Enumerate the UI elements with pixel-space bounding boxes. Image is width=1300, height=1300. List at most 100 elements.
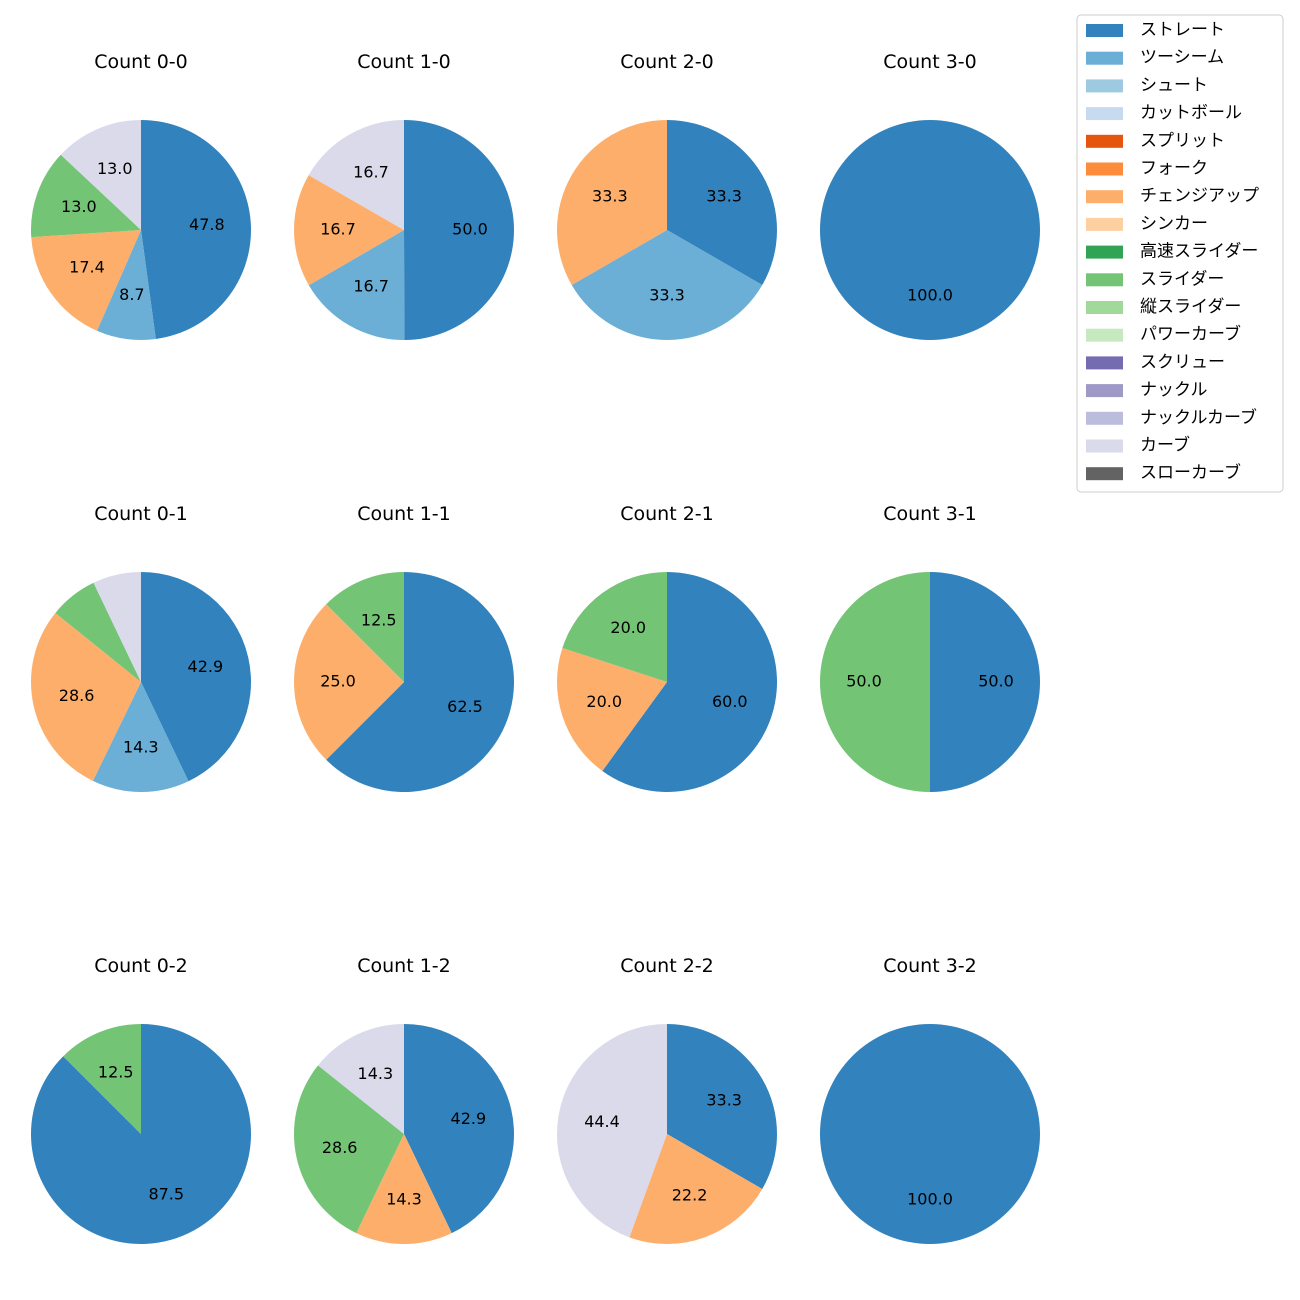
legend-swatch bbox=[1086, 245, 1123, 259]
legend-label: ストレート bbox=[1140, 20, 1225, 40]
pie-slice bbox=[557, 1024, 667, 1238]
pie-chart: Count 2-2 33.3 22.2 44.4 bbox=[557, 955, 777, 1244]
legend-swatch bbox=[1086, 439, 1123, 453]
pie-slice bbox=[31, 230, 142, 331]
pie-slice-label: 87.5 bbox=[148, 1184, 184, 1203]
legend-swatch bbox=[1086, 162, 1123, 176]
legend-swatch bbox=[1086, 134, 1123, 148]
pie-title: Count 0-2 bbox=[94, 955, 188, 977]
legend-label: ツーシーム bbox=[1140, 48, 1224, 68]
legend-swatch bbox=[1086, 411, 1123, 425]
pie-slice bbox=[930, 572, 1040, 792]
legend-swatch bbox=[1086, 107, 1123, 121]
pie-slice-label: 47.8 bbox=[189, 215, 225, 234]
pie-title: Count 3-2 bbox=[883, 955, 977, 977]
legend-swatch bbox=[1086, 384, 1123, 398]
pie-slice bbox=[92, 682, 189, 792]
pie-slice-label: 13.0 bbox=[97, 159, 133, 178]
pie-title: Count 0-1 bbox=[94, 503, 188, 525]
pie-chart: Count 0-2 87.5 12.5 bbox=[31, 955, 252, 1244]
pie-slice-label: 16.7 bbox=[353, 162, 389, 181]
pie-slice bbox=[326, 572, 404, 682]
pie-chart: Count 3-0 100.0 bbox=[820, 51, 1040, 340]
legend-swatch bbox=[1086, 301, 1123, 314]
pie-slice-label: 14.3 bbox=[386, 1190, 422, 1209]
legend-swatch bbox=[1086, 273, 1123, 287]
pie-slice bbox=[557, 648, 667, 771]
pie-slice-label: 14.3 bbox=[123, 737, 159, 756]
pie-slice bbox=[629, 1134, 763, 1244]
pie-slice bbox=[96, 230, 156, 340]
pie-slice bbox=[667, 120, 777, 285]
pie-slice-label: 20.0 bbox=[586, 692, 622, 711]
pie-slice-label: 100.0 bbox=[907, 286, 953, 305]
pie-title: Count 2-1 bbox=[620, 503, 714, 525]
pie-slice bbox=[356, 1134, 452, 1244]
legend-label: シュート bbox=[1140, 75, 1208, 95]
pie-slice bbox=[562, 572, 667, 682]
pie-chart: Count 1-2 42.9 14.3 28.6 14.3 bbox=[294, 955, 514, 1244]
pie-title: Count 1-1 bbox=[357, 503, 451, 525]
pie-title: Count 2-2 bbox=[620, 955, 714, 977]
pie-slice-label: 25.0 bbox=[320, 672, 356, 691]
legend-label: パワーカーブ bbox=[1140, 324, 1241, 345]
pie-slice-label: 100.0 bbox=[907, 1190, 953, 1209]
legend-swatch bbox=[1086, 467, 1123, 481]
legend-label: スライダー bbox=[1140, 269, 1224, 289]
pie-slice-label: 28.6 bbox=[322, 1138, 358, 1157]
pie-slice bbox=[820, 1024, 1040, 1244]
pie-chart: Count 3-1 50.0 50.0 bbox=[820, 503, 1040, 792]
pie-slice-label: 60.0 bbox=[712, 692, 748, 711]
legend-label: スプリット bbox=[1140, 131, 1225, 151]
legend-label: シンカー bbox=[1140, 214, 1208, 234]
pie-slice-label: 33.3 bbox=[649, 286, 685, 305]
legend: ストレートツーシームシュートカットボールスプリットフォークチェンジアップシンカー… bbox=[1076, 14, 1284, 493]
pie-slice-label: 28.6 bbox=[59, 686, 95, 705]
pie-slice bbox=[294, 604, 404, 760]
pie-title: Count 1-2 bbox=[357, 955, 451, 977]
pie-slice-label: 33.3 bbox=[592, 187, 628, 206]
pie-slice bbox=[308, 120, 404, 230]
legend-label: カットボール bbox=[1140, 103, 1242, 123]
legend-label: スローカーブ bbox=[1140, 462, 1241, 483]
pie-slice bbox=[820, 120, 1040, 340]
legend-swatch bbox=[1086, 328, 1123, 342]
legend-label: フォーク bbox=[1140, 159, 1208, 179]
legend-label: 縦スライダー bbox=[1140, 297, 1241, 317]
pie-chart: Count 1-1 62.5 25.0 12.5 bbox=[294, 503, 514, 792]
pie-slice bbox=[317, 1024, 404, 1134]
pie-title: Count 2-0 bbox=[620, 51, 714, 73]
pie-chart: Count 2-1 60.0 20.0 20.0 bbox=[557, 503, 777, 793]
pie-slice bbox=[60, 120, 142, 230]
legend-frame bbox=[1076, 14, 1284, 493]
pie-slice-label: 62.5 bbox=[447, 697, 483, 716]
pie-slice-label: 20.0 bbox=[610, 618, 646, 637]
pie-slice bbox=[404, 1024, 514, 1234]
pie-slice bbox=[602, 572, 777, 793]
pie-title: Count 3-1 bbox=[883, 503, 977, 525]
legend-swatch bbox=[1086, 79, 1123, 93]
pie-title: Count 3-0 bbox=[883, 51, 977, 73]
legend-label: ナックルカーブ bbox=[1140, 407, 1257, 428]
pie-title: Count 1-0 bbox=[357, 51, 451, 73]
legend-swatch bbox=[1086, 24, 1123, 37]
pie-chart: Count 1-0 50.0 16.7 16.7 16.7 bbox=[294, 51, 514, 340]
legend-swatch bbox=[1086, 51, 1123, 65]
legend-label: スクリュー bbox=[1140, 352, 1225, 372]
pie-slice bbox=[308, 230, 405, 340]
pie-slice-label: 42.9 bbox=[188, 657, 224, 676]
pie-slice bbox=[31, 1024, 252, 1244]
pie-slice bbox=[294, 175, 404, 286]
legend-label: カーブ bbox=[1140, 435, 1190, 456]
pie-slice-label: 14.3 bbox=[358, 1064, 394, 1083]
pie-slice-label: 12.5 bbox=[98, 1063, 134, 1082]
pie-slice bbox=[820, 572, 930, 792]
pie-chart: Count 3-2 100.0 bbox=[820, 955, 1040, 1244]
pie-slice-label: 16.7 bbox=[320, 220, 356, 239]
pie-slice bbox=[326, 572, 514, 792]
pie-slice bbox=[63, 1024, 141, 1134]
legend-swatch bbox=[1086, 190, 1123, 204]
pie-slice-label: 44.4 bbox=[584, 1112, 620, 1131]
pie-slice-label: 16.7 bbox=[353, 277, 389, 296]
